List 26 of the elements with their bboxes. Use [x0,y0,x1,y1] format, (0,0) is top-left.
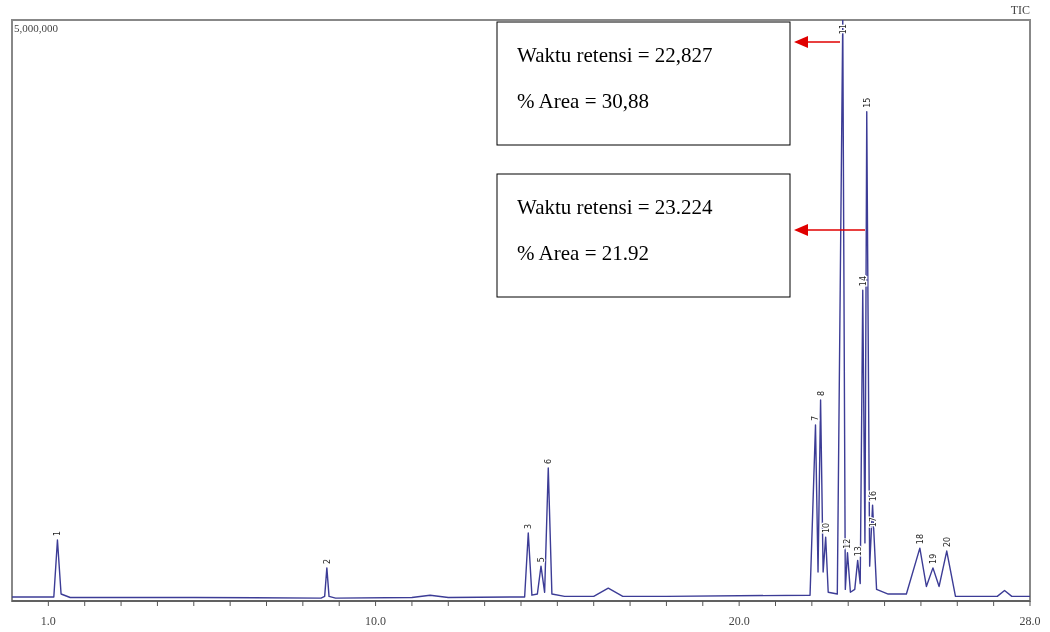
annotation: 11 [838,24,848,35]
annotation: 1 [53,530,63,536]
x-tick-label: 28.0 [1019,614,1041,628]
annotation: 10 [821,522,831,534]
text: TIC [1010,3,1030,17]
x-tick-label: 1.0 [40,614,56,628]
annotation: 12 [843,538,853,549]
annotation: 3 [524,523,534,530]
x-tick-label: 20.0 [728,614,750,628]
annotation: 5,000,000 [14,22,59,34]
annotation: 2 [322,558,332,564]
x-tick-label: 10.0 [365,614,387,628]
annotation: Waktu retensi = 23.224 % Area = 21.92 [517,195,714,265]
annotation: 19 [928,553,938,564]
annotation: 17 [868,517,878,528]
annotation: 8 [816,390,826,396]
annotation: 20 [942,536,952,548]
annotation: 13 [853,546,863,557]
annotation: 15 [862,97,872,108]
annotation: 7 [811,415,821,421]
annotation: 5 [537,557,546,563]
annotation: 18 [915,533,925,545]
annotation: Waktu retensi = 22,827 % Area = 30,88 [517,43,713,113]
annotation: 16 [868,490,878,502]
annotation: 14 [858,275,868,287]
annotation: 6 [544,458,554,464]
